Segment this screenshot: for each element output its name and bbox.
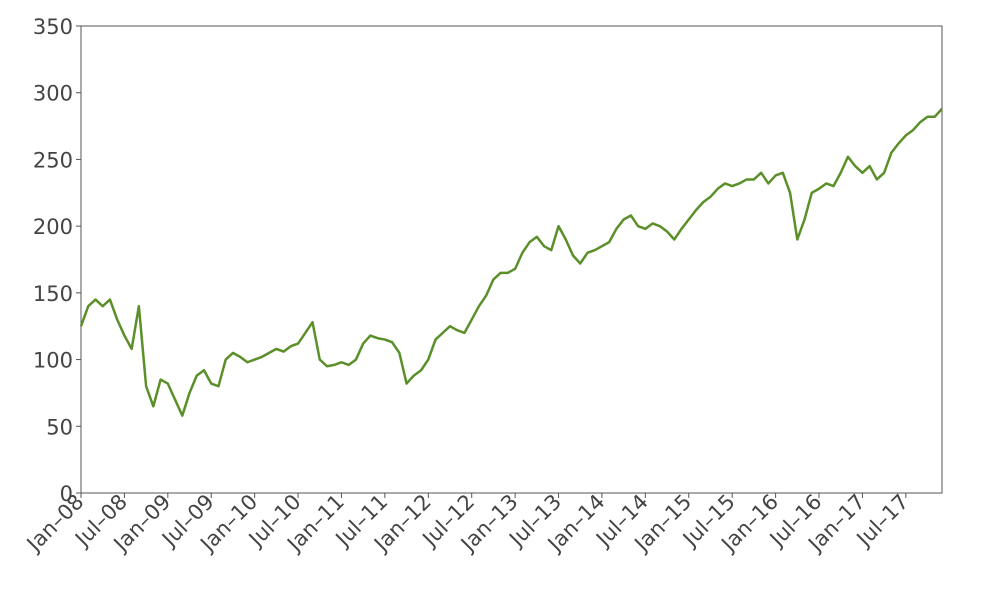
y-tick-label: 50	[46, 415, 73, 439]
line	[79, 107, 943, 417]
plot-frame	[80, 25, 943, 494]
x-tick-label: Jan–08	[21, 490, 89, 558]
y-tick-label: 0	[60, 482, 73, 506]
y-tick-label: 350	[33, 15, 73, 39]
y-tick-label: 250	[33, 148, 73, 172]
y-tick-label: 100	[33, 349, 73, 373]
y-tick-label: 300	[33, 82, 73, 106]
y-tick-label: 200	[33, 215, 73, 239]
y-tick-label: 150	[33, 282, 73, 306]
